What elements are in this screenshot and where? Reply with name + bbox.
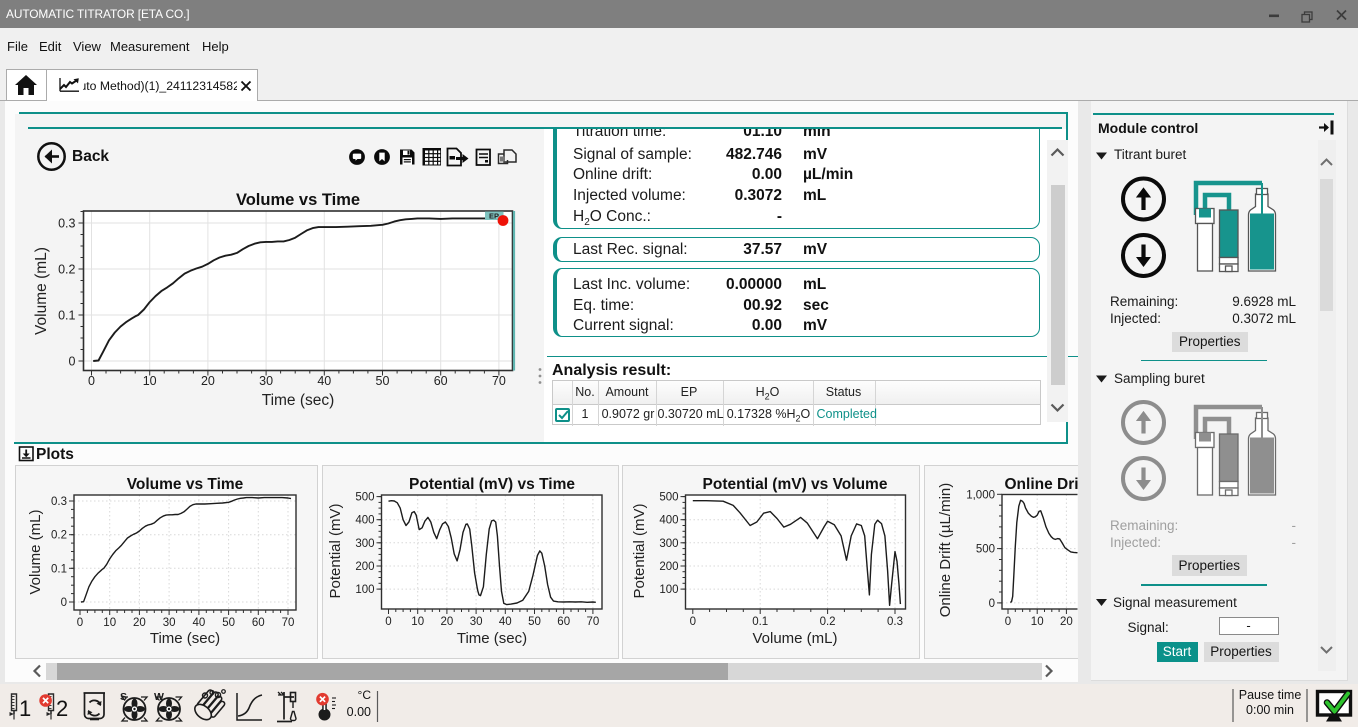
svg-text:Potential (mV) vs Time: Potential (mV) vs Time [409, 476, 575, 493]
svg-text:Volume (mL): Volume (mL) [33, 247, 50, 335]
svg-text:400: 400 [659, 515, 678, 527]
svg-text:40: 40 [317, 374, 331, 388]
svg-text:0: 0 [690, 616, 696, 628]
svg-text:0.3: 0.3 [51, 496, 67, 508]
svg-text:Potential (mV): Potential (mV) [327, 503, 344, 598]
svg-text:20: 20 [133, 617, 146, 629]
svg-text:400: 400 [355, 515, 374, 527]
svg-text:60: 60 [557, 616, 570, 628]
svg-text:500: 500 [976, 544, 995, 556]
svg-text:0.3: 0.3 [58, 217, 75, 231]
svg-text:500: 500 [355, 492, 374, 504]
svg-text:Potential (mV) vs Volume: Potential (mV) vs Volume [703, 476, 888, 493]
svg-text:50: 50 [376, 374, 390, 388]
svg-text:70: 70 [282, 617, 295, 629]
svg-text:40: 40 [499, 616, 512, 628]
svg-text:0: 0 [989, 598, 995, 610]
svg-text:20: 20 [441, 616, 454, 628]
svg-text:2: 2 [56, 696, 68, 721]
svg-text:0: 0 [69, 355, 76, 369]
svg-text:Potential (mV): Potential (mV) [631, 503, 648, 598]
svg-text:50: 50 [528, 616, 541, 628]
svg-text:Time (sec): Time (sec) [457, 630, 527, 647]
svg-text:20: 20 [1060, 616, 1073, 628]
svg-text:20: 20 [201, 374, 215, 388]
svg-text:10: 10 [411, 616, 424, 628]
svg-text:0.1: 0.1 [58, 309, 75, 323]
svg-text:60: 60 [434, 374, 448, 388]
svg-text:Online Drift (µL/min): Online Drift (µL/min) [937, 483, 954, 618]
svg-text:1,000: 1,000 [966, 489, 995, 501]
svg-text:300: 300 [355, 538, 374, 550]
svg-text:EP: EP [489, 212, 499, 221]
svg-text:0.1: 0.1 [752, 616, 768, 628]
svg-text:W: W [154, 691, 164, 703]
svg-text:S: S [120, 691, 127, 703]
svg-text:200: 200 [355, 561, 374, 573]
svg-text:Time (sec): Time (sec) [150, 630, 220, 647]
svg-text:30: 30 [470, 616, 483, 628]
svg-text:0.2: 0.2 [58, 263, 75, 277]
svg-text:Online Drift (µL/min) vs Time: Online Drift (µL/min) vs Time [1004, 476, 1215, 493]
svg-text:Volume (mL): Volume (mL) [27, 509, 44, 594]
svg-text:100: 100 [355, 584, 374, 596]
svg-text:10: 10 [103, 617, 116, 629]
svg-text:0.3: 0.3 [887, 616, 903, 628]
svg-text:Volume vs Time: Volume vs Time [127, 476, 244, 493]
svg-text:40: 40 [193, 617, 206, 629]
svg-text:30: 30 [163, 617, 176, 629]
svg-text:50: 50 [222, 617, 235, 629]
svg-text:0.2: 0.2 [820, 616, 836, 628]
svg-text:70: 70 [492, 374, 506, 388]
svg-text:60: 60 [252, 617, 265, 629]
svg-text:30: 30 [259, 374, 273, 388]
svg-text:70: 70 [587, 616, 600, 628]
svg-text:300: 300 [659, 538, 678, 550]
svg-text:0: 0 [77, 617, 83, 629]
svg-text:0: 0 [1005, 616, 1011, 628]
svg-text:500: 500 [659, 492, 678, 504]
svg-text:1: 1 [19, 696, 31, 721]
svg-text:10: 10 [1031, 616, 1044, 628]
svg-text:200: 200 [659, 561, 678, 573]
svg-text:Time (sec): Time (sec) [262, 392, 335, 409]
svg-text:0: 0 [61, 597, 67, 609]
svg-text:10: 10 [143, 374, 157, 388]
svg-text:0: 0 [385, 616, 391, 628]
svg-text:0.1: 0.1 [51, 563, 67, 575]
svg-text:0: 0 [88, 374, 95, 388]
svg-text:100: 100 [659, 584, 678, 596]
svg-text:0.2: 0.2 [51, 530, 67, 542]
svg-text:Volume (mL): Volume (mL) [752, 630, 837, 647]
